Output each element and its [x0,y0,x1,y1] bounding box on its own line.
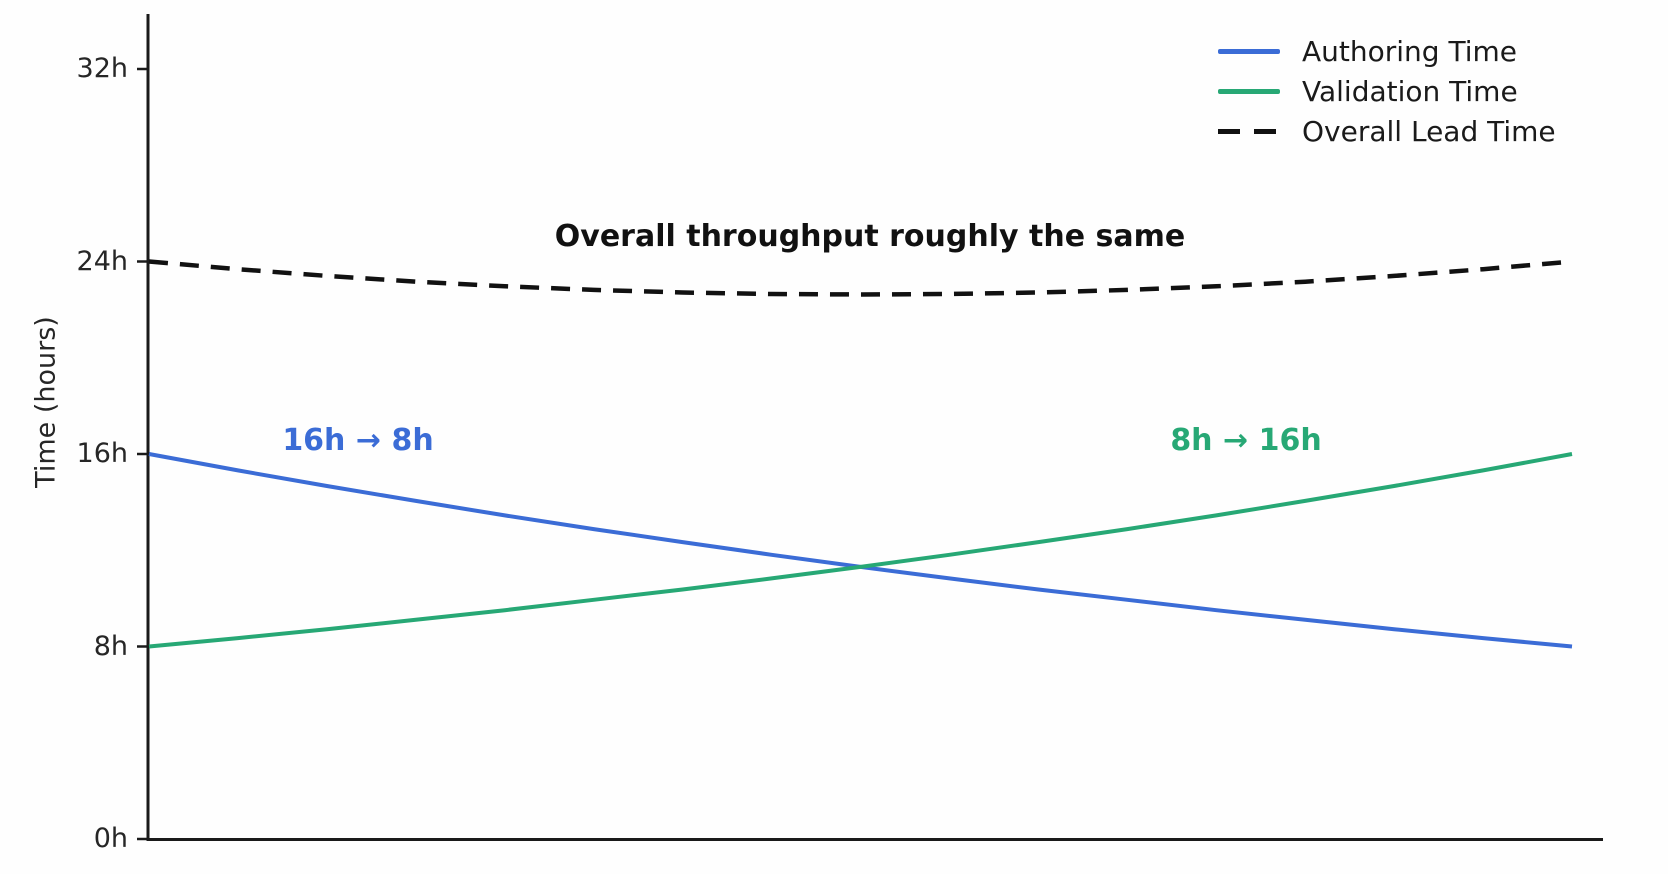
legend-label-overall-lead-time: Overall Lead Time [1302,114,1556,148]
legend-label-validation-time: Validation Time [1302,74,1518,108]
y-tick-label-32h: 32h [76,52,128,84]
y-tick-label-24h: 24h [76,245,128,277]
legend-swatch-authoring-line [1218,49,1280,54]
annotation-validation-8h-to-16h: 8h → 16h [1170,423,1322,458]
legend-item-overall-lead-time: Overall Lead Time [1218,116,1556,147]
annotation-overall-throughput: Overall throughput roughly the same [554,219,1186,254]
legend-item-authoring-time: Authoring Time [1218,36,1556,67]
y-tick-label-16h: 16h [76,437,128,469]
legend-label-authoring-time: Authoring Time [1302,34,1517,68]
annotation-authoring-16h-to-8h: 16h → 8h [282,423,434,458]
legend-item-validation-time: Validation Time [1218,76,1556,107]
y-axis-title: Time (hours) [30,316,62,488]
series-lines-layer [148,259,1573,649]
legend: Authoring Time Validation Time Overall L… [1218,36,1556,147]
axes-layer [137,14,1603,841]
y-tick-label-8h: 8h [93,630,128,662]
legend-swatch-overall-lead-dashed-line [1218,129,1280,134]
y-tick-label-0h: 0h [93,822,128,854]
legend-swatch-validation-line [1218,89,1280,94]
